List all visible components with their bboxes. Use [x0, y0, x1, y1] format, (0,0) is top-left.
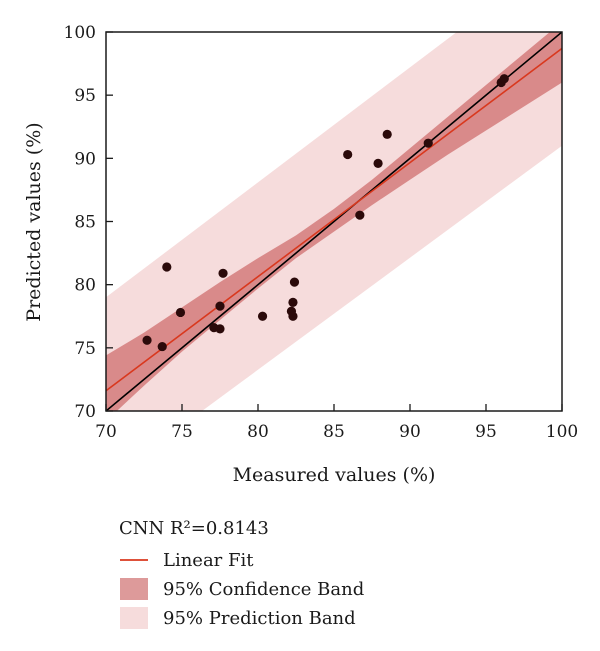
- x-axis: 70 75 80 85 90 95 100: [95, 404, 578, 442]
- y-axis: 70 75 80 85 90 95 100: [64, 23, 113, 422]
- data-point: [288, 311, 298, 321]
- x-tick-label: 90: [399, 422, 421, 442]
- data-point: [142, 335, 152, 345]
- y-axis-title: Predicted values (%): [23, 122, 45, 321]
- data-point: [373, 158, 383, 168]
- data-point: [343, 149, 353, 160]
- y-tick-label: 100: [64, 23, 96, 43]
- x-tick-label: 80: [247, 422, 269, 442]
- legend-box-swatch: [120, 607, 148, 629]
- data-point: [218, 268, 228, 278]
- linear-fit-line: [106, 47, 562, 392]
- x-tick-label: 85: [323, 422, 345, 442]
- legend-label: Linear Fit: [163, 550, 254, 571]
- identity-line: [106, 32, 562, 411]
- data-point: [423, 138, 433, 148]
- legend: CNN R²=0.8143 Linear Fit 95% Confidence B…: [119, 518, 364, 629]
- data-point: [157, 341, 167, 352]
- legend-title: CNN R²=0.8143: [119, 518, 269, 539]
- data-point: [215, 324, 225, 334]
- data-point: [499, 74, 509, 84]
- y-tick-label: 75: [74, 339, 96, 359]
- x-tick-label: 95: [475, 422, 497, 442]
- x-tick-label: 75: [171, 422, 193, 442]
- x-axis-title: Measured values (%): [233, 464, 436, 486]
- data-point: [215, 301, 225, 311]
- legend-box-swatch: [120, 578, 148, 600]
- data-point: [289, 277, 300, 287]
- data-point: [257, 311, 268, 321]
- data-point: [288, 297, 298, 307]
- data-point: [162, 262, 172, 272]
- y-tick-label: 90: [74, 149, 96, 169]
- data-points: [142, 74, 509, 352]
- data-point: [355, 210, 365, 220]
- data-point: [382, 129, 392, 139]
- y-tick-label: 85: [74, 213, 96, 233]
- x-tick-label: 100: [546, 422, 578, 442]
- plot-area: [106, 32, 562, 411]
- y-tick-label: 70: [74, 402, 96, 422]
- legend-label: 95% Confidence Band: [163, 579, 364, 600]
- y-tick-label: 80: [74, 276, 96, 296]
- legend-label: 95% Prediction Band: [163, 608, 356, 629]
- data-point: [175, 307, 186, 318]
- x-tick-label: 70: [95, 422, 117, 442]
- y-tick-label: 95: [74, 86, 96, 106]
